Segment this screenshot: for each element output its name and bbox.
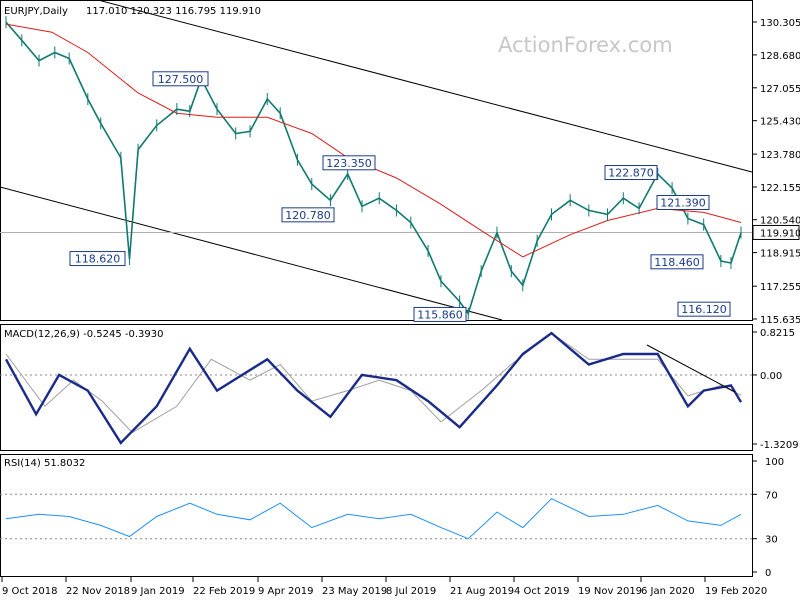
x-tick-label: 6 Jan 2020 bbox=[641, 586, 695, 597]
annotation-box bbox=[677, 301, 731, 317]
last-price-label: 119.910 bbox=[760, 228, 800, 239]
channel-lines bbox=[0, 0, 753, 321]
x-tick-label: 19 Nov 2019 bbox=[578, 586, 642, 597]
rsi-y-tick-label: 100 bbox=[765, 457, 784, 468]
price-annotation: 122.870 bbox=[604, 165, 658, 181]
annotation-label: 116.120 bbox=[681, 303, 727, 316]
x-tick-label: 9 Apr 2019 bbox=[258, 586, 313, 597]
price-panel-frame bbox=[0, 0, 753, 321]
y-tick-label: 120.540 bbox=[760, 216, 800, 227]
x-tick-label: 21 Aug 2019 bbox=[450, 586, 514, 597]
upper-channel-line bbox=[97, 0, 753, 173]
x-tick-label: 4 Oct 2019 bbox=[514, 586, 569, 597]
y-tick-label: 125.430 bbox=[760, 117, 800, 128]
annotation-box bbox=[322, 155, 376, 171]
y-tick-label: 122.155 bbox=[760, 183, 800, 194]
rsi-panel-frame bbox=[0, 454, 753, 577]
macd-line bbox=[4, 331, 743, 445]
annotation-box bbox=[413, 306, 467, 322]
macd-panel-frame bbox=[0, 324, 753, 451]
annotation-label: 120.780 bbox=[285, 209, 331, 222]
price-labels-layer: 127.500 123.350 120.780 118.620 115.860 122.8… bbox=[69, 71, 731, 322]
x-tick-label: 23 May 2019 bbox=[322, 586, 387, 597]
rsi-y-tick-label: 70 bbox=[765, 490, 778, 501]
annotation-label: 121.390 bbox=[660, 196, 706, 209]
y-tick-label: 123.780 bbox=[760, 150, 800, 161]
price-annotation: 123.350 bbox=[322, 155, 376, 171]
x-tick-label: 22 Nov 2018 bbox=[66, 586, 130, 597]
rsi-line bbox=[5, 498, 742, 540]
annotation-box bbox=[650, 254, 704, 270]
x-tick-label: 22 Feb 2019 bbox=[193, 586, 255, 597]
y-tick-label: 115.635 bbox=[760, 315, 800, 326]
y-tick-label: 117.255 bbox=[760, 282, 800, 293]
annotation-box bbox=[69, 251, 126, 267]
annotation-box bbox=[604, 165, 658, 181]
x-tick-label: 8 Jul 2019 bbox=[386, 586, 436, 597]
annotation-box bbox=[281, 207, 335, 223]
macd-trendline bbox=[646, 344, 736, 393]
macd-layer bbox=[0, 331, 752, 445]
annotation-label: 118.460 bbox=[654, 256, 700, 269]
x-tick-label: 9 Oct 2018 bbox=[2, 586, 57, 597]
signal-line bbox=[5, 332, 742, 434]
macd-title: MACD(12,26,9) -0.5245 -0.3930 bbox=[4, 329, 164, 340]
macd-y-tick-label: 0.00 bbox=[760, 371, 782, 382]
annotation-label: 118.620 bbox=[75, 253, 121, 266]
price-annotation: 118.460 bbox=[650, 254, 704, 270]
panel-frames bbox=[0, 0, 753, 577]
annotation-label: 127.500 bbox=[158, 73, 204, 86]
macd-y-tick-label: -1.3209 bbox=[760, 440, 799, 451]
y-tick-label: 130.305 bbox=[760, 18, 800, 29]
price-annotation: 115.860 bbox=[413, 306, 467, 322]
rsi-y-tick-label: 30 bbox=[765, 535, 778, 546]
y-tick-label: 128.680 bbox=[760, 51, 800, 62]
rsi-layer bbox=[0, 493, 752, 540]
annotation-box bbox=[152, 71, 209, 87]
annotation-label: 115.860 bbox=[417, 308, 463, 321]
rsi-y-tick-label: 0 bbox=[765, 568, 771, 579]
last-price-badge bbox=[752, 224, 800, 240]
lower-channel-line bbox=[0, 186, 503, 321]
y-tick-label: 118.915 bbox=[760, 249, 800, 260]
annotation-box bbox=[656, 194, 710, 210]
chart-title: EURJPY,Daily bbox=[4, 6, 68, 17]
rsi-title: RSI(14) 51.8032 bbox=[4, 458, 85, 469]
price-annotation: 121.390 bbox=[656, 194, 710, 210]
price-annotation: 116.120 bbox=[677, 301, 731, 317]
y-tick-label: 127.055 bbox=[760, 84, 800, 95]
x-tick-label: 19 Feb 2020 bbox=[705, 586, 767, 597]
price-annotation: 118.620 bbox=[69, 251, 126, 267]
price-annotation: 120.780 bbox=[281, 207, 335, 223]
annotation-label: 123.350 bbox=[326, 157, 372, 170]
axis-layer: 130.305 128.680 127.055 125.430 123.780 122.1… bbox=[1, 18, 800, 597]
ohlc-readout: 117.010 120.323 116.795 119.910 bbox=[86, 6, 261, 17]
price-ticks bbox=[5, 16, 742, 320]
price-annotation: 127.500 bbox=[152, 71, 209, 87]
watermark: ActionForex.com bbox=[498, 33, 673, 57]
annotation-label: 122.870 bbox=[608, 167, 654, 180]
macd-y-tick-label: 0.8215 bbox=[760, 328, 795, 339]
price-series-layer bbox=[0, 16, 752, 320]
x-tick-label: 9 Jan 2019 bbox=[131, 586, 185, 597]
